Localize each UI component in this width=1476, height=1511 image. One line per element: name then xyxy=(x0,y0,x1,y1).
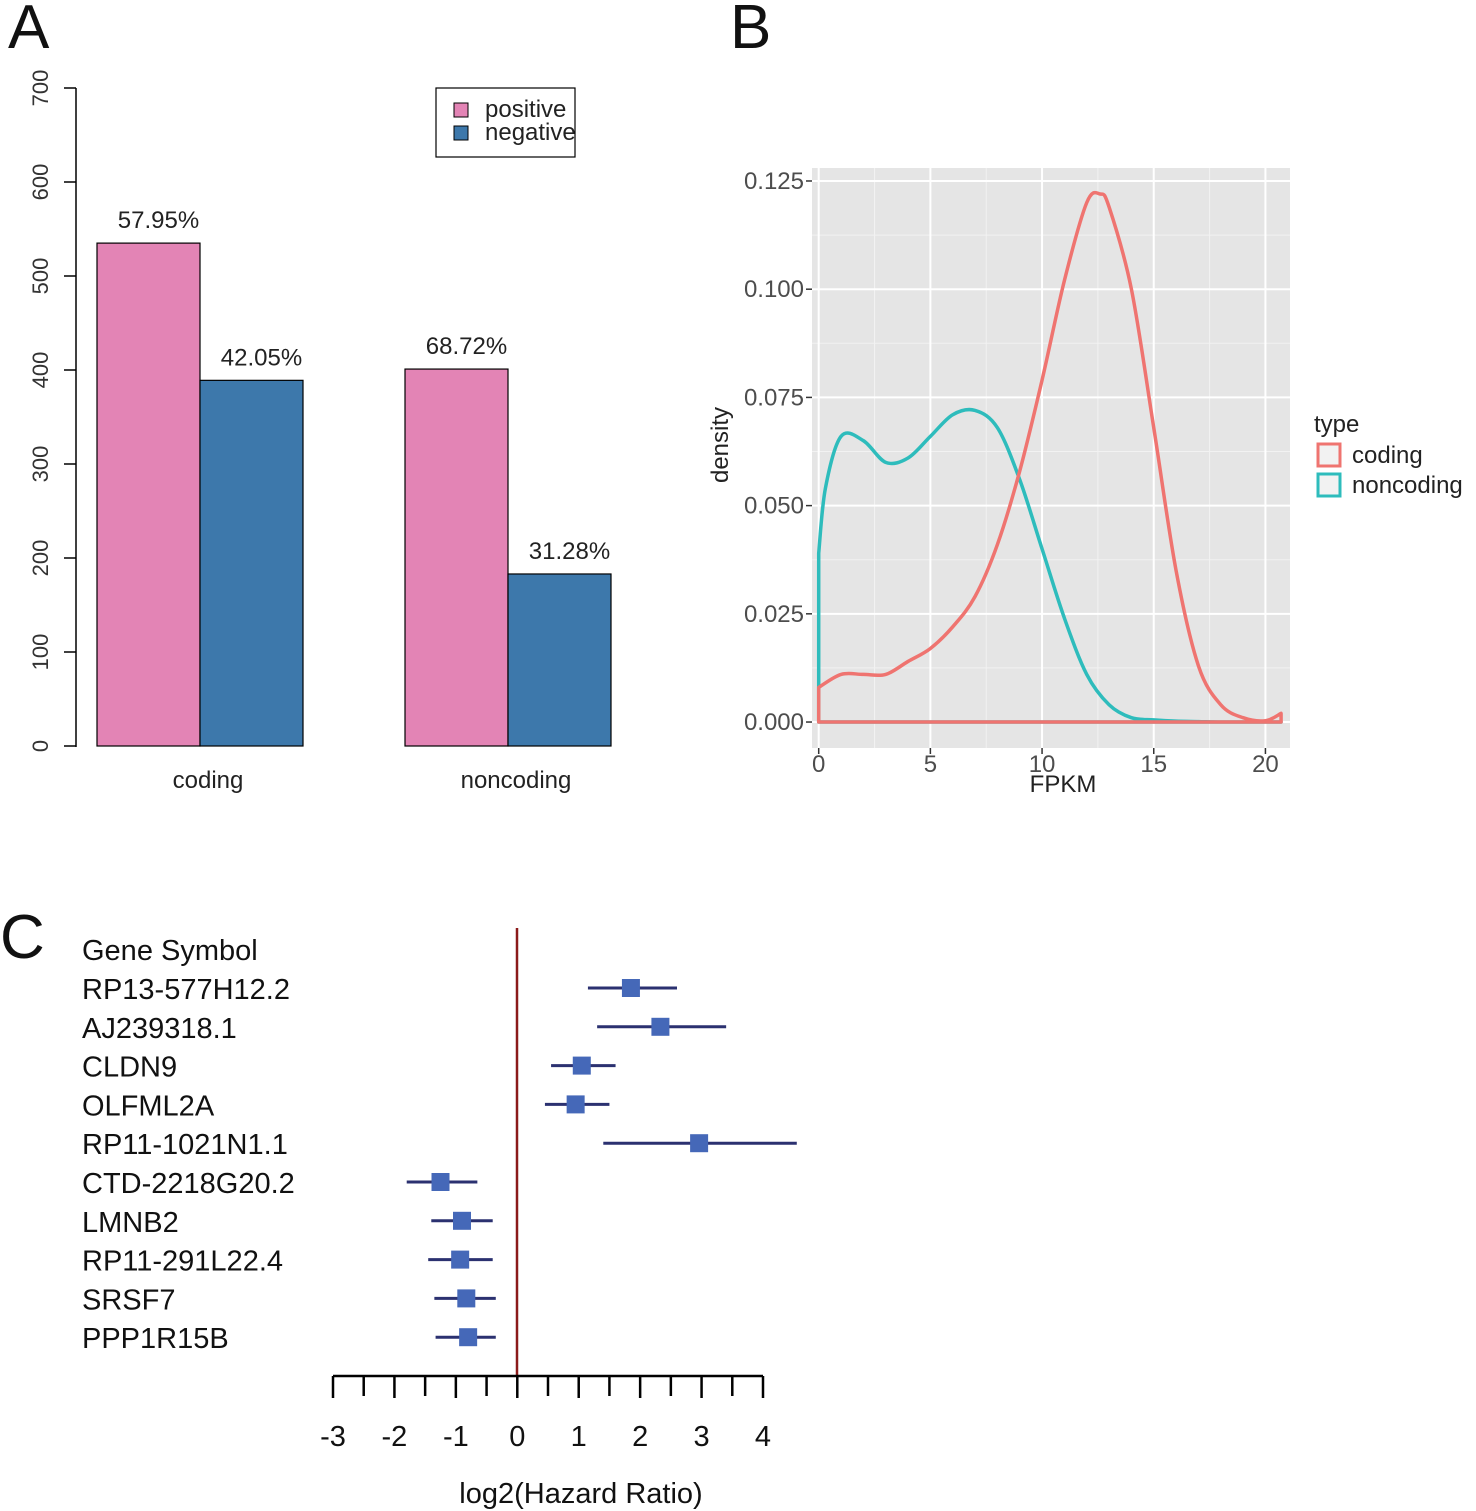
c-x-tick-label: 1 xyxy=(571,1421,587,1453)
c-x-tick-label: -3 xyxy=(320,1421,346,1453)
c-x-axis-title: log2(Hazard Ratio) xyxy=(459,1478,702,1510)
c-gene-label: LMNB2 xyxy=(82,1207,179,1239)
a-y-tick-label: 100 xyxy=(28,634,53,671)
b-y-tick-label: 0.075 xyxy=(744,384,804,411)
b-density-curves xyxy=(816,190,1283,724)
panel-c-forest-plot: Gene Symbol RP13-577H12.2 AJ239318.1 CLDN9… xyxy=(82,928,797,1510)
a-legend-label-positive: positive xyxy=(485,96,566,123)
b-y-tick-label: 0.000 xyxy=(744,709,804,736)
a-bar-positive-noncoding xyxy=(404,368,509,747)
a-legend: positive negative xyxy=(435,87,576,158)
c-x-tick-label: 3 xyxy=(694,1421,710,1453)
b-x-axis-title: FPKM xyxy=(1030,771,1097,798)
a-category-label: coding xyxy=(173,767,244,794)
b-y-tick-label: 0.025 xyxy=(744,601,804,628)
b-legend: type coding noncoding xyxy=(1314,411,1463,499)
c-estimate-point xyxy=(453,1211,471,1230)
c-x-tick-label: 0 xyxy=(509,1421,525,1453)
c-estimate-point xyxy=(459,1328,478,1347)
c-x-tick-label: 2 xyxy=(632,1421,648,1453)
a-legend-box xyxy=(435,87,576,158)
c-estimate-point xyxy=(457,1289,476,1308)
panel-a-letter: A xyxy=(8,0,50,62)
a-bar-label-negative-coding: 42.05% xyxy=(221,344,302,371)
b-y-axis-title: density xyxy=(707,407,734,483)
c-gene-label: OLFML2A xyxy=(82,1090,215,1122)
a-y-tick-label: 700 xyxy=(28,70,53,107)
c-estimate-point xyxy=(651,1017,670,1036)
a-bar-labels: 57.95% 42.05% 68.72% 31.28% xyxy=(118,207,610,565)
a-y-tick-label: 300 xyxy=(28,446,53,483)
c-estimate-point xyxy=(621,979,640,997)
a-y-ticks: 0 100 200 300 400 500 600 700 xyxy=(28,70,76,752)
c-estimates xyxy=(406,979,797,1347)
b-y-tick-label: 0.050 xyxy=(744,493,804,520)
b-x-tick-label: 15 xyxy=(1140,751,1167,778)
b-legend-swatch-noncoding xyxy=(1316,472,1342,498)
a-legend-swatch-positive xyxy=(453,102,469,118)
c-gene-label: CLDN9 xyxy=(82,1052,177,1084)
c-gene-label: AJ239318.1 xyxy=(82,1013,237,1045)
b-x-tick-label: 5 xyxy=(924,751,937,778)
c-x-tick-label: -2 xyxy=(382,1421,408,1453)
panel-a-bar-chart: 0 100 200 300 400 500 600 700 57.95% 42.05% 68.72… xyxy=(28,70,612,794)
a-y-tick-label: 400 xyxy=(28,352,53,389)
c-gene-label: RP11-291L22.4 xyxy=(82,1246,283,1278)
a-bar-negative-coding xyxy=(199,379,304,747)
a-bar-label-positive-noncoding: 68.72% xyxy=(426,333,507,360)
c-estimate-point xyxy=(431,1173,450,1191)
b-legend-swatch-coding xyxy=(1316,442,1342,468)
c-estimate-point xyxy=(566,1095,585,1114)
a-bar-negative-noncoding xyxy=(507,573,612,747)
c-gene-label: RP13-577H12.2 xyxy=(82,974,290,1006)
a-bar-positive-coding xyxy=(96,242,201,747)
b-y-tick-label: 0.125 xyxy=(744,168,804,195)
b-y-ticks: 0.000 0.025 0.050 0.075 0.100 0.125 xyxy=(744,168,812,736)
b-x-tick-label: 20 xyxy=(1252,751,1279,778)
a-legend-label-negative: negative xyxy=(485,119,576,146)
c-gene-label: PPP1R15B xyxy=(82,1323,229,1355)
b-x-tick-label: 0 xyxy=(812,751,825,778)
b-density-curve-coding xyxy=(816,190,1283,724)
a-y-tick-label: 600 xyxy=(28,164,53,201)
c-estimate-point xyxy=(451,1250,470,1269)
c-header: Gene Symbol xyxy=(82,935,258,967)
b-legend-label-coding: coding xyxy=(1352,442,1423,469)
a-category-labels: coding noncoding xyxy=(173,767,572,794)
c-gene-label: SRSF7 xyxy=(82,1284,175,1316)
b-legend-label-noncoding: noncoding xyxy=(1352,472,1463,499)
a-y-tick-label: 500 xyxy=(28,258,53,295)
a-bar-label-positive-coding: 57.95% xyxy=(118,207,199,234)
c-x-ticks: -3 -2 -1 0 1 2 3 4 xyxy=(320,1376,771,1453)
a-y-tick-label: 200 xyxy=(28,540,53,577)
c-gene-label: CTD-2218G20.2 xyxy=(82,1168,295,1200)
c-gene-labels: RP13-577H12.2 AJ239318.1 CLDN9 OLFML2A RP11-… xyxy=(82,974,295,1355)
panel-b-letter: B xyxy=(730,0,771,62)
b-x-ticks: 0 5 10 15 20 xyxy=(812,748,1279,778)
c-gene-label: RP11-1021N1.1 xyxy=(82,1129,288,1161)
c-x-tick-label: -1 xyxy=(443,1421,469,1453)
a-category-label: noncoding xyxy=(461,767,572,794)
b-y-tick-label: 0.100 xyxy=(744,276,804,303)
a-bars xyxy=(96,242,612,747)
panel-c-letter: C xyxy=(0,903,45,972)
c-x-tick-label: 4 xyxy=(755,1421,771,1453)
a-y-tick-label: 0 xyxy=(28,740,53,752)
a-bar-label-negative-noncoding: 31.28% xyxy=(529,538,610,565)
b-plot-panel xyxy=(812,168,1290,748)
b-grid xyxy=(812,168,1290,748)
a-legend-swatch-negative xyxy=(453,125,469,141)
c-estimate-point xyxy=(690,1134,709,1153)
b-x-tick-label: 10 xyxy=(1029,751,1056,778)
c-estimate-point xyxy=(572,1056,591,1075)
b-legend-title: type xyxy=(1314,411,1359,438)
